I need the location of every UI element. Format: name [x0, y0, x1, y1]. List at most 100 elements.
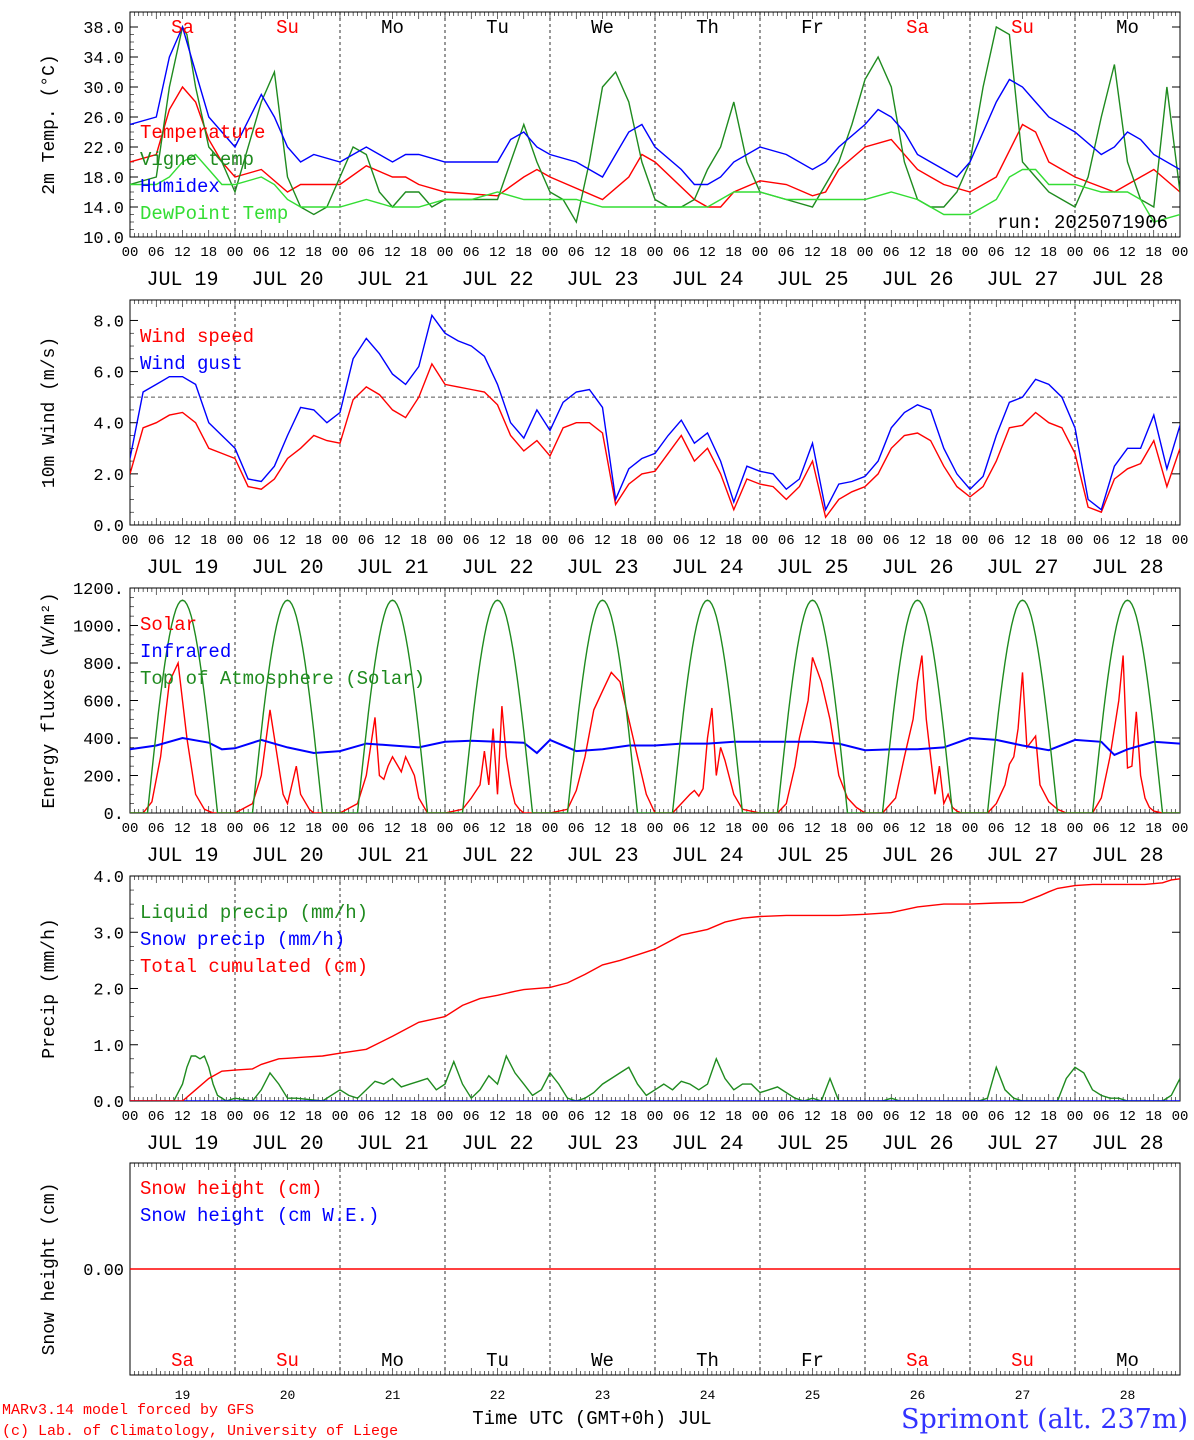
hour-label: 06 [358, 245, 375, 261]
legend-entry: Liquid precip (mm/h) [140, 902, 368, 924]
hour-label: 06 [778, 533, 795, 549]
hour-label: 00 [1067, 533, 1084, 549]
hour-label: 00 [332, 821, 349, 837]
hour-label: 18 [410, 245, 427, 261]
hour-label: 06 [148, 245, 165, 261]
hour-label: 12 [909, 245, 926, 261]
legend-entry: Solar [140, 614, 197, 636]
hour-label: 00 [122, 245, 139, 261]
y-axis-label: Energy fluxes (W/m²) [40, 592, 60, 808]
hour-label: 18 [620, 1109, 637, 1125]
y-tick-label: 38.0 [83, 20, 124, 39]
weekday-label: Sa [171, 1350, 194, 1372]
day-label: JUL 23 [566, 557, 638, 580]
hour-label: 18 [305, 245, 322, 261]
copyright-credit: (c) Lab. of Climatology, University of L… [2, 1423, 398, 1440]
y-axis-label: 10m Wind (m/s) [40, 337, 60, 488]
legend-entry: Humidex [140, 176, 220, 198]
hour-label: 06 [253, 533, 270, 549]
day-label: JUL 19 [146, 1133, 218, 1156]
hour-label: 12 [279, 1109, 296, 1125]
panel-2: 0.0 2.0 4.0 6.0 8.0 10m Wind (m/s) Wind speed W… [40, 299, 1188, 580]
hour-label: 06 [988, 1109, 1005, 1125]
day-label: JUL 19 [146, 845, 218, 868]
hour-label: 18 [1040, 1109, 1057, 1125]
hour-label: 06 [778, 245, 795, 261]
weekday-label: Mo [1116, 1350, 1139, 1372]
hour-label: 12 [909, 821, 926, 837]
hour-label: 12 [279, 245, 296, 261]
hour-label: 00 [542, 1109, 559, 1125]
hour-label: 06 [253, 245, 270, 261]
hour-label: 00 [857, 821, 874, 837]
weekday-label: Mo [1116, 17, 1139, 39]
day-label: JUL 22 [461, 1133, 533, 1156]
hour-label: 00 [332, 1109, 349, 1125]
hour-label: 00 [437, 1109, 454, 1125]
hour-label: 06 [778, 821, 795, 837]
hour-label: 18 [935, 533, 952, 549]
day-number: 21 [385, 1388, 401, 1403]
hour-label: 00 [227, 245, 244, 261]
day-label: JUL 25 [776, 557, 848, 580]
hour-label: 18 [725, 245, 742, 261]
hour-label: 00 [1067, 821, 1084, 837]
hour-label: 06 [253, 1109, 270, 1125]
day-label: JUL 23 [566, 269, 638, 292]
day-label: JUL 20 [251, 269, 323, 292]
weekday-label: Tu [486, 1350, 509, 1372]
hour-label: 06 [568, 533, 585, 549]
y-tick-label: 1.0 [93, 1038, 124, 1057]
hour-label: 18 [515, 533, 532, 549]
run-label: run: 2025071906 [997, 212, 1168, 234]
day-label: JUL 21 [356, 557, 428, 580]
hour-label: 18 [1145, 533, 1162, 549]
hour-label: 06 [883, 821, 900, 837]
hour-label: 00 [962, 533, 979, 549]
hour-label: 06 [988, 821, 1005, 837]
day-label: JUL 24 [671, 557, 743, 580]
hour-label: 12 [1014, 245, 1031, 261]
day-label: JUL 26 [881, 557, 953, 580]
hour-label: 00 [1172, 245, 1189, 261]
hour-label: 00 [647, 821, 664, 837]
location-label: Sprimont (alt. 237m) [901, 1404, 1188, 1435]
hour-label: 06 [358, 821, 375, 837]
day-label: JUL 22 [461, 845, 533, 868]
day-label: JUL 20 [251, 1133, 323, 1156]
day-label: JUL 23 [566, 1133, 638, 1156]
hour-label: 18 [1145, 821, 1162, 837]
hour-label: 12 [489, 533, 506, 549]
hour-label: 18 [1040, 533, 1057, 549]
day-number: 20 [280, 1388, 296, 1403]
weekday-label: Mo [381, 17, 404, 39]
day-label: JUL 22 [461, 557, 533, 580]
day-number: 22 [490, 1388, 506, 1403]
y-tick-label: 800. [83, 656, 124, 675]
y-tick-label: 0.0 [93, 518, 124, 537]
hour-label: 06 [253, 821, 270, 837]
hour-label: 18 [305, 533, 322, 549]
hour-label: 00 [962, 245, 979, 261]
x-ticks [129, 12, 1181, 237]
panel-5: 0.00 Snow height (cm) Snow height (cm) Snow… [40, 1162, 1181, 1430]
hour-label: 00 [227, 533, 244, 549]
hour-label: 18 [200, 245, 217, 261]
series-line [130, 153, 1180, 223]
hour-label: 00 [227, 821, 244, 837]
day-number: 27 [1015, 1388, 1031, 1403]
day-label: JUL 28 [1091, 845, 1163, 868]
hour-label: 12 [1014, 533, 1031, 549]
day-label: JUL 27 [986, 1133, 1058, 1156]
hour-label: 18 [830, 245, 847, 261]
hour-label: 06 [148, 1109, 165, 1125]
y-tick-label: 0.00 [83, 1262, 124, 1281]
hour-label: 06 [463, 821, 480, 837]
hour-label: 06 [568, 1109, 585, 1125]
hour-label: 12 [1119, 821, 1136, 837]
hour-label: 18 [515, 821, 532, 837]
plot-frame [129, 587, 1181, 814]
day-number: 19 [175, 1388, 191, 1403]
hour-label: 00 [647, 1109, 664, 1125]
hour-label: 00 [962, 1109, 979, 1125]
